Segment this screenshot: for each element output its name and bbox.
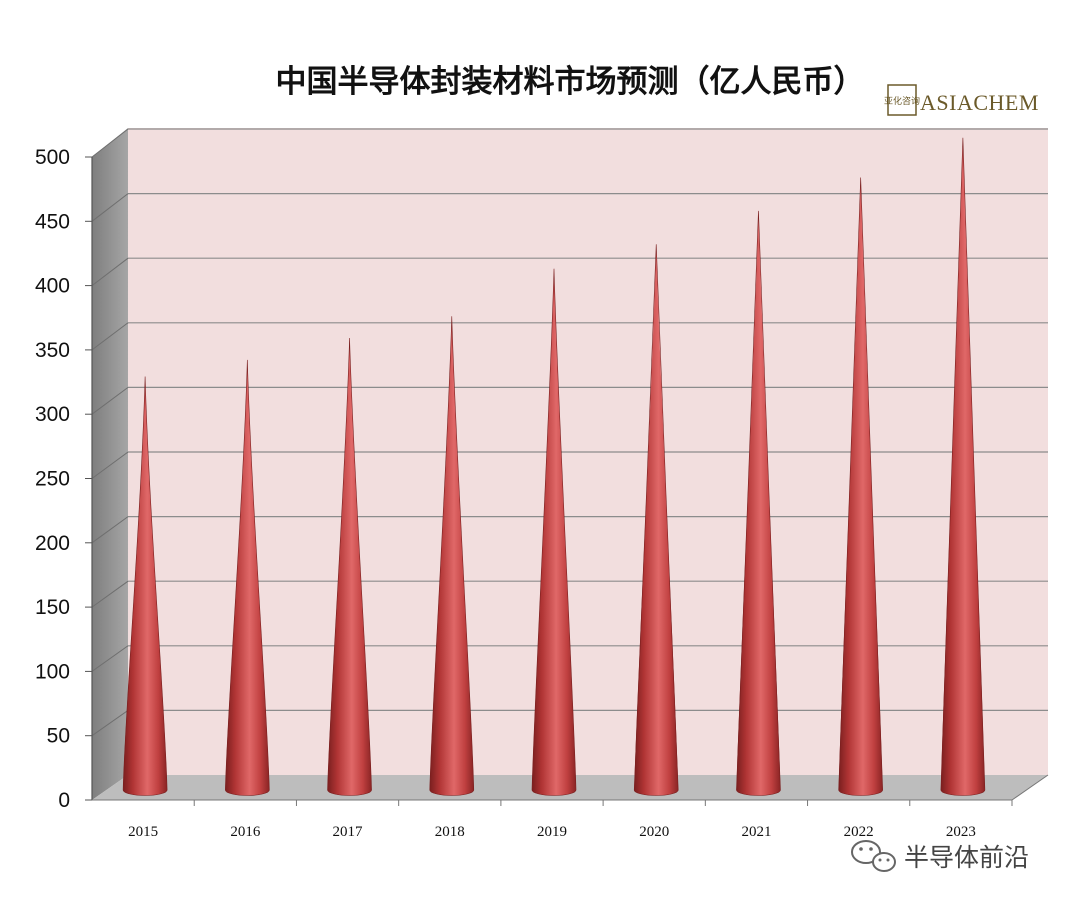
x-tick-label: 2015 bbox=[128, 824, 158, 840]
bar-cone bbox=[940, 137, 986, 796]
grid-lines bbox=[91, 128, 1048, 737]
grid-line-side bbox=[91, 645, 129, 672]
y-tick-label: 350 bbox=[35, 339, 70, 362]
watermark: 半导体前沿 bbox=[851, 840, 1029, 872]
floor-edge bbox=[1011, 774, 1049, 801]
y-tick-label: 0 bbox=[58, 789, 70, 812]
x-tick-label: 2023 bbox=[946, 824, 976, 840]
bar-2021 bbox=[736, 210, 781, 796]
bar-cone bbox=[225, 359, 270, 796]
x-tick-label: 2020 bbox=[639, 824, 669, 840]
x-tick-label: 2022 bbox=[844, 824, 874, 840]
bar-2020 bbox=[633, 244, 679, 796]
bar-2016 bbox=[225, 359, 270, 796]
grid-line-side bbox=[91, 322, 129, 351]
y-tick-label: 200 bbox=[35, 532, 70, 555]
x-tick-label: 2016 bbox=[230, 824, 261, 840]
chart-title: 中国半导体封装材料市场预测（亿人民币） bbox=[276, 64, 865, 100]
bar-cone bbox=[531, 268, 577, 796]
x-tick-label: 2018 bbox=[435, 824, 465, 840]
y-tick-label: 400 bbox=[35, 275, 70, 298]
grid-line-side bbox=[91, 580, 129, 608]
logo-seal-text: 亚化咨询 bbox=[884, 95, 920, 107]
plot-side-wall bbox=[92, 128, 128, 800]
y-tick-label: 500 bbox=[35, 146, 70, 169]
bar-cone bbox=[838, 177, 883, 796]
y-axis-ticks: 0 50 100 150 200 250 300 350 400 450 500 bbox=[35, 146, 93, 812]
grid-line-side bbox=[91, 451, 129, 479]
grid-line-side bbox=[91, 386, 129, 415]
grid-line-side bbox=[91, 193, 129, 222]
y-tick-label: 250 bbox=[35, 468, 70, 491]
logo: 亚化咨询 ASIACHEM bbox=[884, 84, 1039, 116]
grid-line-side bbox=[91, 257, 129, 286]
grid-line-side bbox=[91, 128, 129, 158]
bar-cone bbox=[429, 316, 475, 796]
x-axis-ticks: 2015 2016 2017 2018 2019 2020 2021 2022 2023 bbox=[92, 774, 1049, 840]
y-tick-label: 50 bbox=[47, 725, 70, 748]
bar-2015 bbox=[122, 376, 168, 796]
x-tick-label: 2017 bbox=[333, 824, 364, 840]
bars bbox=[122, 137, 986, 796]
x-tick-label: 2021 bbox=[741, 824, 771, 840]
bar-cone bbox=[736, 210, 781, 796]
y-tick-label: 300 bbox=[35, 403, 70, 426]
bar-2017 bbox=[327, 338, 372, 796]
logo-seal bbox=[887, 84, 917, 116]
bar-cone bbox=[327, 338, 372, 796]
grid-line-side bbox=[91, 516, 129, 544]
bar-2022 bbox=[838, 177, 883, 796]
bar-cone bbox=[122, 376, 168, 796]
y-tick-label: 450 bbox=[35, 210, 70, 233]
x-tick-label: 2019 bbox=[537, 824, 567, 840]
y-tick-label: 150 bbox=[35, 596, 70, 619]
wechat-icon bbox=[851, 840, 896, 872]
bar-cone bbox=[633, 244, 679, 796]
bar-2019 bbox=[531, 268, 577, 796]
y-tick-label: 100 bbox=[35, 660, 70, 683]
grid-line-side bbox=[91, 709, 129, 737]
logo-text: ASIACHEM bbox=[920, 90, 1039, 115]
bar-2023 bbox=[940, 137, 986, 796]
bar-2018 bbox=[429, 316, 475, 796]
watermark-text: 半导体前沿 bbox=[904, 843, 1029, 872]
